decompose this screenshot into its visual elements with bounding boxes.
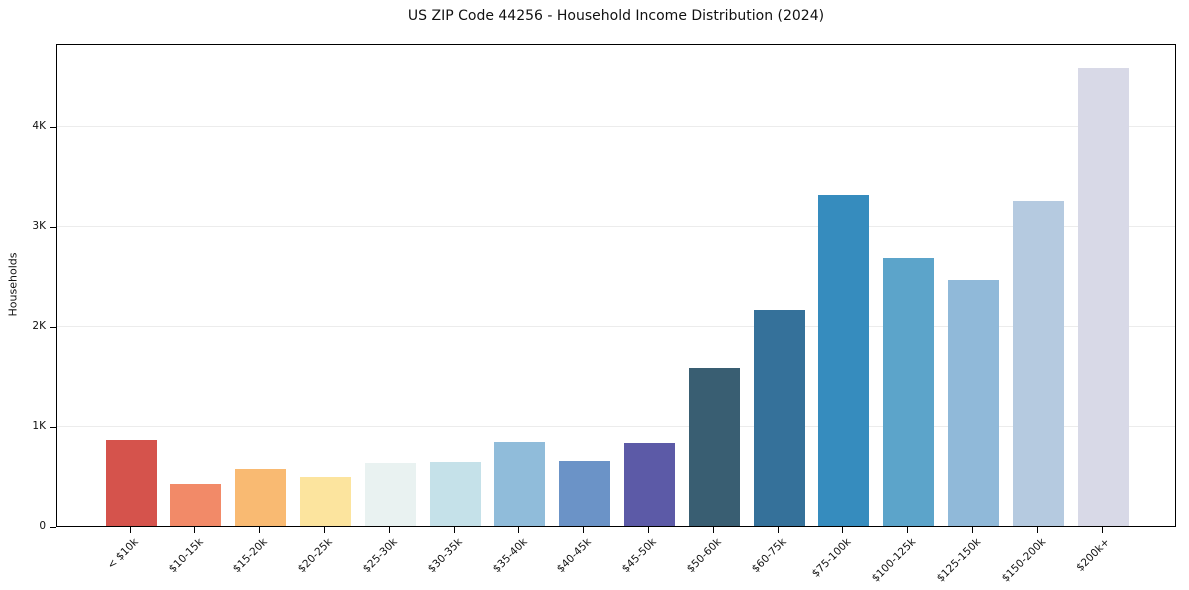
bar-25-30k	[364, 463, 416, 526]
x-tick-label-text: $200k+	[1074, 536, 1113, 574]
x-tick-mark	[712, 527, 714, 533]
x-tick-label-text: $10-15k	[166, 536, 206, 576]
bar-50-60k	[688, 367, 740, 526]
y-axis-label: Households	[6, 252, 20, 317]
x-tick-mark	[323, 527, 325, 533]
y-tick-label: 1K	[32, 420, 46, 432]
x-tick-mark	[1036, 527, 1038, 533]
bar-45-50k	[623, 443, 675, 526]
gridline	[57, 325, 1175, 327]
x-tick-mark	[647, 527, 649, 533]
y-tick-mark	[50, 226, 56, 228]
bar-60-75k	[753, 309, 805, 526]
y-tick-mark	[50, 426, 56, 428]
y-tick-mark	[50, 326, 56, 328]
x-tick-mark	[453, 527, 455, 533]
y-tick-label: 2K	[32, 320, 46, 332]
x-tick-label-text: $40-45k	[554, 536, 595, 576]
x-tick-mark	[129, 527, 131, 533]
plot-area	[56, 44, 1176, 527]
gridline	[57, 225, 1175, 227]
x-tick-label-text: $20-25k	[295, 536, 335, 576]
y-tick-mark	[50, 126, 56, 128]
bar-20-25k	[299, 477, 351, 526]
x-tick-label-text: $50-60k	[684, 536, 724, 576]
bar-200k	[1077, 67, 1129, 526]
x-tick-mark	[518, 527, 520, 533]
y-tick-label: 4K	[32, 120, 46, 132]
x-tick-mark	[907, 527, 909, 533]
x-tick-label-text: $100-125k	[869, 536, 919, 585]
x-tick-label-text: $15-20k	[230, 536, 271, 576]
bar-125-150k	[947, 280, 999, 526]
x-tick-label-text: $60-75k	[749, 536, 789, 576]
bar-75-100k	[818, 195, 870, 526]
bar-35-40k	[494, 442, 546, 526]
x-tick-label-text: $30-35k	[425, 536, 465, 576]
y-tick-label: 0	[39, 520, 46, 532]
y-tick-mark	[50, 526, 56, 528]
x-tick-label-text: $150-200k	[999, 536, 1048, 585]
gridline	[57, 425, 1175, 427]
gridline	[57, 125, 1175, 127]
x-tick-label-text: $35-40k	[490, 536, 530, 576]
x-tick-label-text: $45-50k	[619, 536, 659, 576]
x-tick-label-text: $75-100k	[809, 536, 854, 580]
bar-15-20k	[235, 469, 287, 526]
x-tick-mark	[842, 527, 844, 533]
x-tick-mark	[388, 527, 390, 533]
bar-10k	[105, 440, 157, 526]
bar-40-45k	[559, 461, 611, 526]
x-tick-mark	[971, 527, 973, 533]
bar-10-15k	[170, 484, 222, 526]
x-tick-mark	[1101, 527, 1103, 533]
x-tick-label-text: < $10k	[104, 536, 141, 572]
x-tick-label-text: $25-30k	[360, 536, 400, 576]
bar-30-35k	[429, 462, 481, 526]
x-tick-mark	[194, 527, 196, 533]
x-tick-mark	[777, 527, 779, 533]
bar-100-125k	[883, 258, 935, 526]
x-tick-label-text: $125-150k	[934, 536, 983, 585]
x-tick-mark	[583, 527, 585, 533]
bar-150-200k	[1012, 201, 1064, 526]
x-tick-mark	[259, 527, 261, 533]
y-tick-label: 3K	[32, 220, 46, 232]
chart-title: US ZIP Code 44256 - Household Income Dis…	[407, 8, 825, 24]
